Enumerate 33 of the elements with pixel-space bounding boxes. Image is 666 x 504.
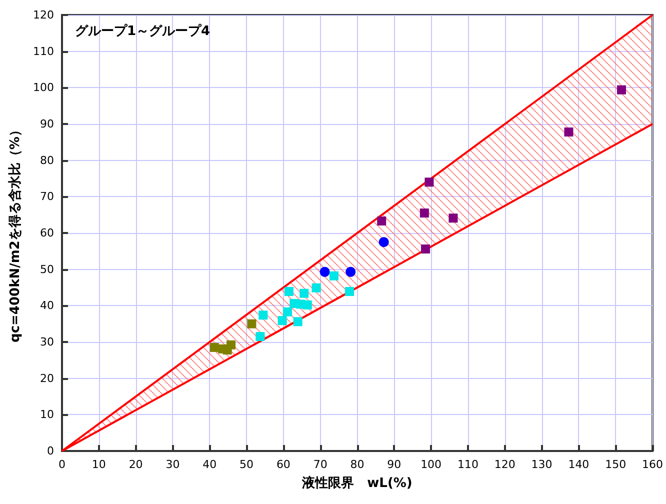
y-tick-label: 20 [40, 372, 54, 385]
x-tick-label: 160 [642, 458, 663, 471]
x-tick-label: 70 [313, 458, 328, 471]
x-tick-label: 90 [387, 458, 402, 471]
y-tick-label: 100 [33, 81, 54, 94]
y-tick-label: 120 [33, 8, 54, 22]
x-tick-label: 30 [166, 458, 180, 471]
y-tick-label: 60 [40, 226, 54, 240]
y-tick-label: 30 [40, 336, 54, 348]
y-tick-label: 0 [47, 444, 54, 458]
x-tick-label: 140 [568, 458, 590, 471]
x-tick-label: 110 [457, 458, 478, 471]
x-tick-label: 40 [202, 458, 217, 471]
x-tick-label: 10 [92, 458, 106, 471]
y-tick-label: 50 [40, 262, 54, 276]
x-tick-label: 100 [420, 458, 442, 471]
y-tick-label: 10 [40, 408, 54, 422]
x-axis-title: 液性限界 wL(%) [301, 475, 412, 491]
y-tick-label: 90 [40, 118, 54, 130]
annotation: グループ1～グループ4 [75, 23, 210, 39]
x-tick-label: 120 [494, 458, 516, 471]
x-tick-label: 0 [58, 458, 66, 471]
x-tick-label: 80 [350, 458, 364, 471]
x-tick-label: 50 [240, 458, 254, 471]
y-tick-label: 40 [40, 299, 54, 312]
x-tick-label: 150 [605, 458, 626, 471]
x-tick-label: 130 [531, 458, 552, 471]
y-tick-label: 80 [40, 154, 54, 167]
x-tick-label: 20 [128, 458, 143, 471]
y-tick-label: 110 [33, 44, 54, 58]
y-axis-title: qc=400kN/m2を得る含水比（%） [7, 124, 23, 342]
y-tick-label: 70 [40, 190, 54, 204]
x-tick-label: 60 [276, 458, 290, 471]
